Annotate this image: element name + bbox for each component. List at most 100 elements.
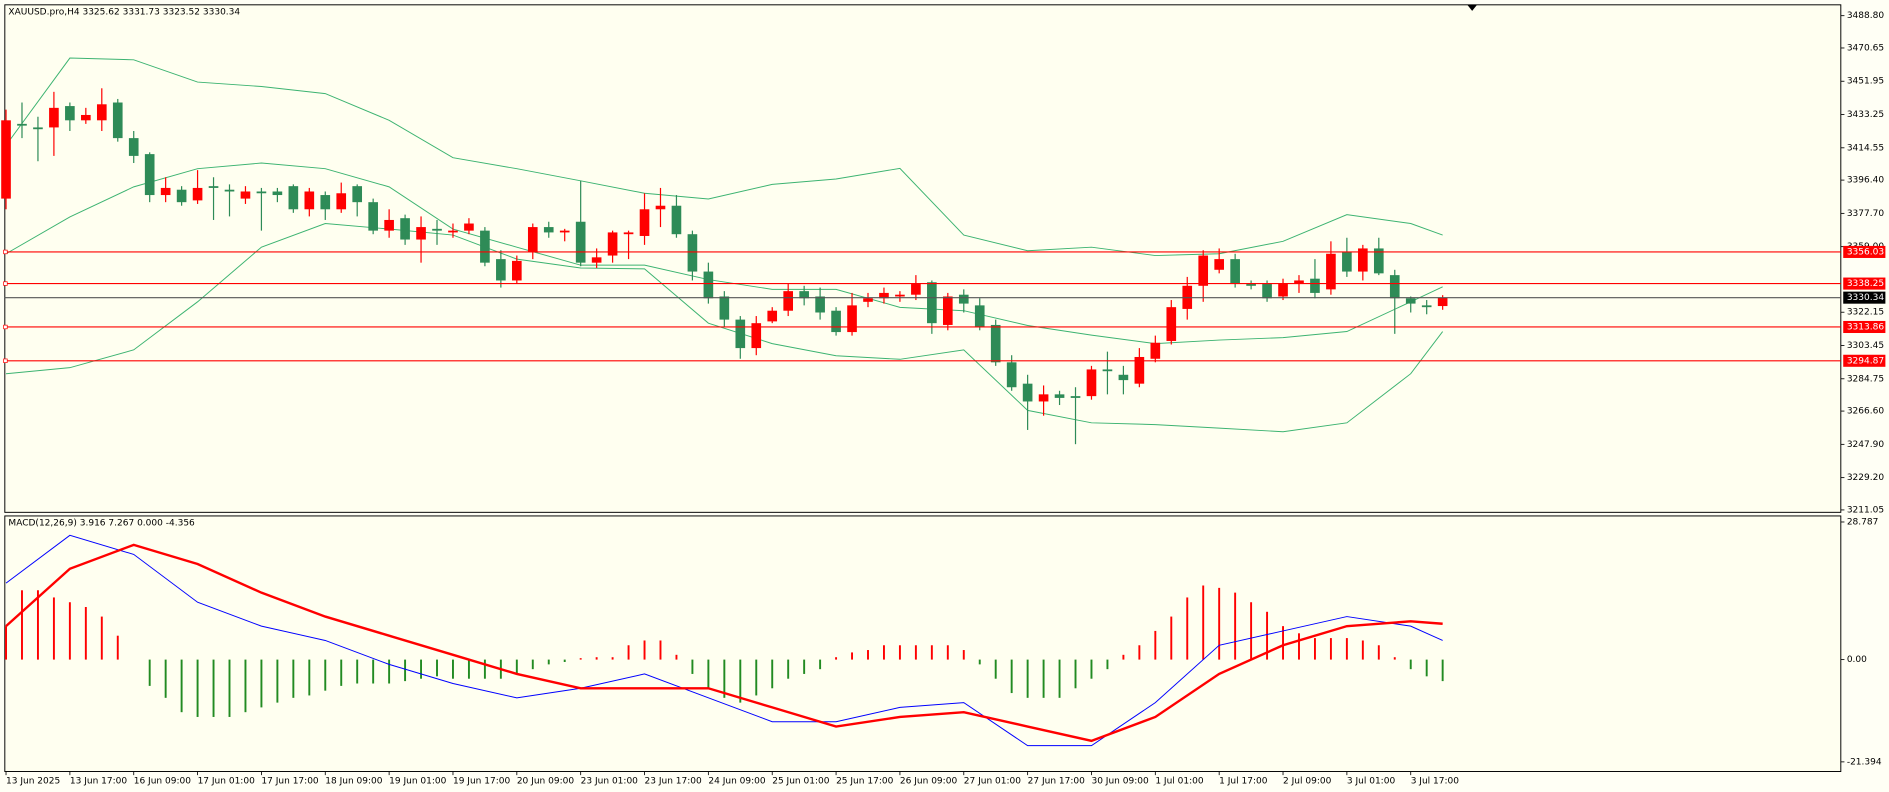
- candle-body: [703, 271, 714, 299]
- candle-body: [208, 186, 219, 188]
- candle-body: [1358, 248, 1368, 272]
- candle-body: [1278, 284, 1288, 297]
- candle-body: [272, 191, 283, 196]
- candle-body: [942, 296, 953, 325]
- x-tick-label: 17 Jun 17:00: [261, 777, 319, 787]
- candle-body: [1134, 356, 1145, 384]
- level-handle: [3, 324, 8, 330]
- y-tick-label: 0.00: [1847, 655, 1867, 665]
- candle-body: [1389, 275, 1400, 299]
- candle-body: [256, 191, 267, 194]
- x-tick-label: 1 Jul 17:00: [1219, 777, 1268, 787]
- candle-body: [384, 219, 394, 231]
- x-tick-label: 13 Jun 2025: [6, 777, 60, 787]
- candle-body: [17, 123, 27, 126]
- candle-body: [33, 127, 43, 130]
- candle-body: [176, 189, 187, 203]
- candle-body: [1214, 259, 1224, 270]
- macd-pane: [4, 515, 1842, 772]
- x-tick-label: 18 Jun 09:00: [325, 777, 383, 787]
- candle-body: [735, 319, 746, 349]
- level-label-bg: [1843, 354, 1886, 367]
- candle-body: [671, 205, 682, 235]
- current-price-bg: [1843, 291, 1886, 304]
- x-tick-label: 25 Jun 01:00: [772, 777, 830, 787]
- y-tick-label: 3377.70: [1847, 209, 1885, 219]
- candle-body: [240, 191, 251, 199]
- candle-body: [160, 187, 171, 196]
- candle-body: [368, 202, 378, 231]
- candle-body: [192, 187, 203, 201]
- candle-body: [512, 260, 522, 281]
- candle-body: [224, 189, 235, 192]
- candle-body: [847, 305, 857, 333]
- candle-body: [958, 294, 969, 304]
- candle-body: [1310, 278, 1320, 293]
- candle-body: [304, 191, 315, 210]
- candle-body: [639, 209, 650, 236]
- candle-body: [320, 195, 331, 210]
- candle-body: [1294, 280, 1304, 285]
- candle-body: [65, 106, 75, 121]
- y-tick-label: 3470.65: [1847, 43, 1884, 53]
- candle-body: [288, 186, 299, 210]
- level-label-bg: [1843, 245, 1886, 258]
- x-tick-label: 24 Jun 09:00: [708, 777, 766, 787]
- candle-body: [895, 294, 905, 297]
- candle-body: [416, 227, 426, 240]
- candle-body: [352, 186, 363, 203]
- shift-marker: [1467, 4, 1477, 11]
- candle-body: [1022, 383, 1033, 402]
- x-tick-label: 16 Jun 09:00: [134, 777, 192, 787]
- candle-body: [559, 230, 570, 233]
- price-pane: [4, 4, 1842, 513]
- candle-body: [783, 291, 794, 311]
- candle-body: [1038, 394, 1049, 402]
- candle-body: [767, 310, 778, 322]
- level-label: 3356.03: [1847, 247, 1885, 257]
- candle-body: [655, 205, 666, 210]
- x-tick-label: 20 Jun 09:00: [517, 777, 575, 787]
- candle-body: [831, 310, 841, 333]
- candle-body: [1405, 298, 1416, 304]
- candle-body: [687, 234, 698, 272]
- y-tick-label: -21.394: [1847, 757, 1882, 767]
- candle-body: [623, 232, 634, 235]
- macd-header: MACD(12,26,9) 3.916 7.267 0.000 -4.356: [8, 519, 195, 529]
- level-label-bg: [1843, 320, 1886, 334]
- candle-body: [1262, 284, 1272, 299]
- x-tick-label: 25 Jun 17:00: [836, 777, 894, 787]
- y-tick-label: 3433.25: [1847, 110, 1884, 120]
- level-handle: [3, 358, 8, 363]
- candle-body: [607, 232, 618, 256]
- candle-body: [96, 104, 107, 121]
- x-tick-label: 27 Jun 01:00: [964, 777, 1022, 787]
- candle-body: [49, 107, 59, 128]
- candle-body: [1437, 297, 1448, 307]
- candle-body: [927, 282, 937, 324]
- candle-body: [144, 154, 155, 196]
- y-tick-label: 3451.95: [1847, 77, 1884, 87]
- candle-body: [591, 257, 602, 263]
- candle-body: [863, 298, 873, 302]
- candle-body: [112, 102, 123, 139]
- candle-body: [1086, 369, 1097, 397]
- candle-body: [1421, 305, 1432, 308]
- x-tick-label: 1 Jul 01:00: [1155, 777, 1204, 787]
- candle-body: [575, 221, 586, 263]
- candle-body: [480, 230, 490, 263]
- x-tick-label: 27 Jun 17:00: [1028, 777, 1086, 787]
- candle-body: [543, 227, 554, 233]
- y-tick-label: 3266.60: [1847, 407, 1885, 417]
- candle-body: [527, 227, 538, 252]
- y-tick-label: 3247.90: [1847, 440, 1885, 450]
- level-label: 3338.25: [1847, 279, 1884, 289]
- macd-signal-line: [5, 543, 1443, 743]
- candle-body: [1150, 342, 1161, 359]
- x-tick-label: 23 Jun 17:00: [645, 777, 703, 787]
- y-tick-label: 3284.75: [1847, 374, 1884, 384]
- candle-body: [448, 230, 458, 233]
- candle-body: [1198, 255, 1209, 286]
- candle-body: [1054, 394, 1065, 398]
